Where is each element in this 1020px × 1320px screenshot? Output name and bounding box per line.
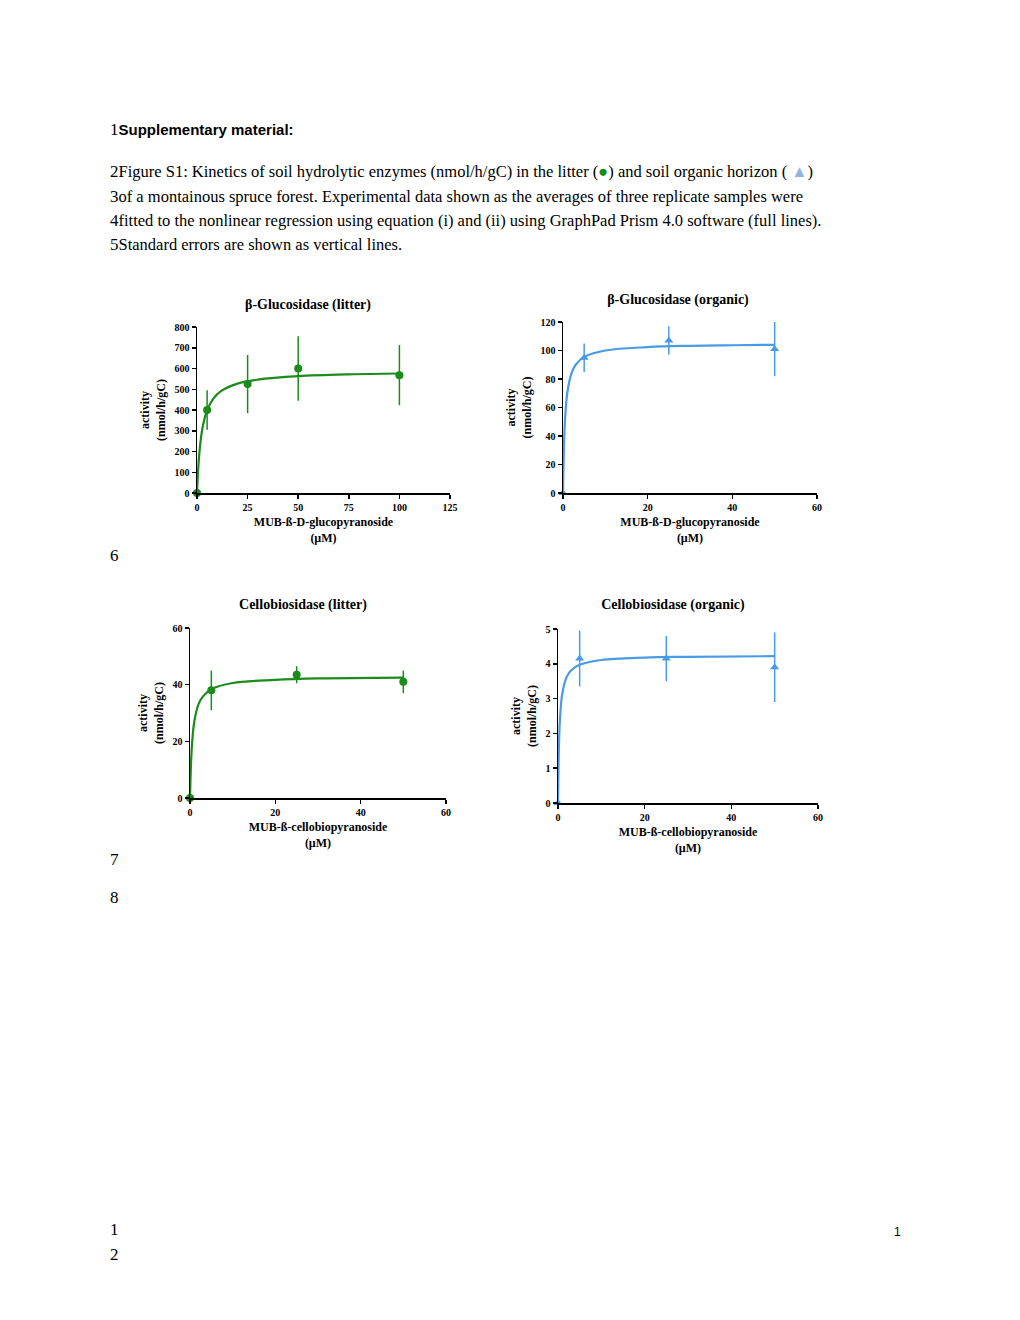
- svg-text:500: 500: [175, 384, 190, 395]
- svg-text:0: 0: [188, 807, 193, 818]
- svg-text:β-Glucosidase (litter): β-Glucosidase (litter): [245, 297, 371, 313]
- html-text:3 of a montainous spruce fores: 3 of a montainous spruce forest. Experim…: [110, 187, 803, 206]
- html-text:4 fitted to the nonlinear regr: 4 fitted to the nonlinear regression usi…: [110, 211, 822, 230]
- svg-text:5: 5: [546, 624, 551, 635]
- svg-text:75: 75: [344, 502, 354, 513]
- svg-text:0: 0: [195, 502, 200, 513]
- svg-text:20: 20: [270, 807, 280, 818]
- svg-text:β-Glucosidase (organic): β-Glucosidase (organic): [607, 292, 749, 308]
- svg-text:60: 60: [173, 623, 183, 634]
- html-text:6: 6: [110, 546, 119, 565]
- svg-text:200: 200: [175, 446, 190, 457]
- html-text:1 Supplementary material:: 1 Supplementary material:: [110, 120, 294, 139]
- svg-text:0: 0: [178, 793, 183, 804]
- html-text:8: 8: [110, 888, 119, 907]
- svg-text:100: 100: [175, 467, 190, 478]
- svg-text:activity(nmol/h/gC): activity(nmol/h/gC): [138, 379, 168, 441]
- svg-text:60: 60: [813, 812, 823, 823]
- svg-text:activity(nmol/h/gC): activity(nmol/h/gC): [504, 376, 534, 438]
- svg-text:MUB-ß-D-glucopyranoside(µM): MUB-ß-D-glucopyranoside(µM): [254, 515, 394, 545]
- html-text:7: 7: [110, 850, 119, 869]
- svg-text:100: 100: [392, 502, 407, 513]
- svg-text:125: 125: [443, 502, 458, 513]
- svg-text:0: 0: [561, 502, 566, 513]
- svg-text:40: 40: [356, 807, 366, 818]
- html-text:2: 2: [110, 1245, 119, 1264]
- svg-text:40: 40: [727, 502, 737, 513]
- svg-text:300: 300: [175, 425, 190, 436]
- html-text:1: 1: [110, 1220, 119, 1239]
- svg-text:0: 0: [546, 798, 551, 809]
- svg-text:20: 20: [640, 812, 650, 823]
- svg-text:600: 600: [175, 363, 190, 374]
- svg-text:700: 700: [175, 342, 190, 353]
- svg-text:activity(nmol/h/gC): activity(nmol/h/gC): [136, 682, 166, 744]
- svg-text:800: 800: [175, 322, 190, 333]
- svg-text:1: 1: [546, 763, 551, 774]
- svg-text:60: 60: [812, 502, 822, 513]
- svg-text:0: 0: [551, 488, 556, 499]
- svg-text:20: 20: [643, 502, 653, 513]
- svg-text:80: 80: [546, 374, 556, 385]
- svg-text:MUB-ß-cellobiopyranoside(µM): MUB-ß-cellobiopyranoside(µM): [619, 825, 758, 855]
- svg-text:60: 60: [441, 807, 451, 818]
- svg-text:25: 25: [243, 502, 253, 513]
- svg-text:40: 40: [546, 431, 556, 442]
- svg-text:Cellobiosidase (organic): Cellobiosidase (organic): [601, 597, 745, 613]
- svg-text:0: 0: [556, 812, 561, 823]
- svg-text:3: 3: [546, 693, 551, 704]
- svg-text:40: 40: [726, 812, 736, 823]
- svg-text:50: 50: [293, 502, 303, 513]
- svg-text:120: 120: [541, 317, 556, 328]
- svg-text:60: 60: [546, 402, 556, 413]
- svg-text:4: 4: [546, 658, 551, 669]
- svg-text:100: 100: [541, 345, 556, 356]
- html-text:2 Figure S1: Kinetics of soil: 2 Figure S1: Kinetics of soil hydrolytic…: [110, 162, 814, 181]
- svg-text:Cellobiosidase (litter): Cellobiosidase (litter): [239, 597, 367, 613]
- svg-text:40: 40: [173, 679, 183, 690]
- svg-text:0: 0: [185, 488, 190, 499]
- svg-text:MUB-ß-cellobiopyranoside(µM): MUB-ß-cellobiopyranoside(µM): [249, 820, 388, 850]
- svg-text:2: 2: [546, 728, 551, 739]
- svg-text:400: 400: [175, 405, 190, 416]
- html-text:5 Standard errors are shown as: 5 Standard errors are shown as vertical …: [110, 235, 403, 254]
- html-text:1: 1: [894, 1225, 901, 1239]
- svg-text:20: 20: [546, 459, 556, 470]
- svg-text:20: 20: [173, 736, 183, 747]
- svg-text:MUB-ß-D-glucopyranoside(µM): MUB-ß-D-glucopyranoside(µM): [620, 515, 760, 545]
- svg-text:activity(nmol/h/gC): activity(nmol/h/gC): [509, 685, 539, 747]
